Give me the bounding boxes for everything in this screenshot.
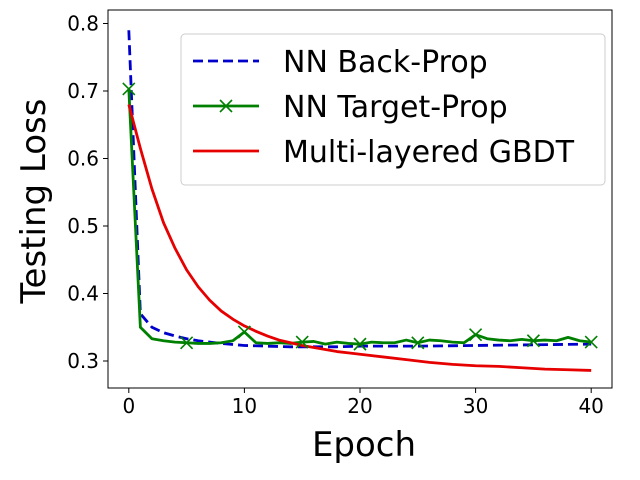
legend-label-nn-target-prop: NN Target-Prop [283,90,508,125]
series-line-nn-back-prop [127,30,592,349]
y-tick-label: 0.3 [67,349,99,373]
y-tick-label: 0.8 [67,12,99,36]
x-axis-title: Epoch [312,425,416,465]
data-point-nn-target-prop [526,334,540,348]
data-point-nn-target-prop [295,335,309,349]
y-tick-label: 0.4 [67,282,99,306]
data-point-nn-target-prop [411,336,425,350]
x-tick-label: 0 [122,394,135,418]
x-tick-label: 30 [463,394,488,418]
legend-label-multi-layered-gbdt: Multi-layered GBDT [283,135,575,170]
legend-marker-nn-target-prop [219,99,233,113]
legend: NN Back-Prop NN Target-Prop Multi-layered … [180,33,606,186]
x-tick-label: 20 [347,394,372,418]
data-point-nn-target-prop [122,82,136,96]
series-line-multi-layered-gbdt [127,104,592,372]
legend-box [180,33,606,186]
y-tick-label: 0.7 [67,79,99,103]
x-tick-label: 40 [578,394,603,418]
data-point-nn-target-prop [237,325,251,339]
data-point-nn-target-prop [469,328,483,342]
legend-label-nn-back-prop: NN Back-Prop [283,45,488,80]
data-point-nn-target-prop [584,335,598,349]
y-axis-title: Testing Loss [14,99,54,305]
data-point-nn-target-prop [353,337,367,351]
y-tick-label: 0.5 [67,214,99,238]
y-tick-label: 0.6 [67,147,99,171]
x-tick-label: 10 [232,394,257,418]
data-point-nn-target-prop [180,336,194,350]
